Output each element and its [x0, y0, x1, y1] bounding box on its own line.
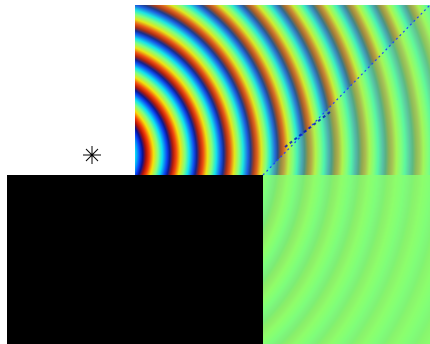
- wave-field-image: [0, 0, 430, 344]
- source-marker: [83, 146, 101, 164]
- page: [0, 0, 430, 344]
- obstacle: [7, 175, 263, 344]
- shadow-region: [263, 175, 430, 344]
